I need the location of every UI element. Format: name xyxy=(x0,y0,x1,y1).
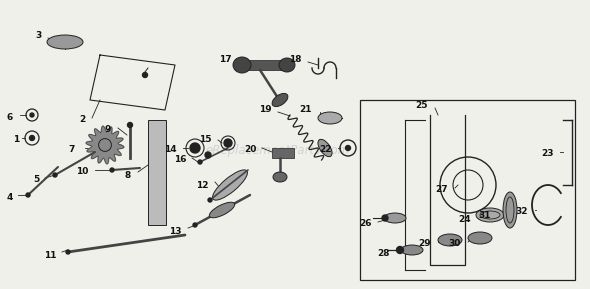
Text: 10: 10 xyxy=(76,168,88,177)
Circle shape xyxy=(382,215,388,221)
Bar xyxy=(272,148,294,158)
Circle shape xyxy=(198,160,202,164)
Circle shape xyxy=(26,193,30,197)
Text: 9: 9 xyxy=(105,125,111,134)
Text: 8: 8 xyxy=(125,171,131,179)
Text: 18: 18 xyxy=(289,55,301,64)
Text: 25: 25 xyxy=(416,101,428,110)
Text: 12: 12 xyxy=(196,181,208,190)
Text: 17: 17 xyxy=(219,55,231,64)
Ellipse shape xyxy=(401,245,423,255)
Ellipse shape xyxy=(47,35,83,49)
Ellipse shape xyxy=(503,192,517,228)
Circle shape xyxy=(53,173,57,177)
Ellipse shape xyxy=(318,139,332,157)
Ellipse shape xyxy=(476,208,504,222)
Text: 6: 6 xyxy=(7,114,13,123)
Ellipse shape xyxy=(468,232,492,244)
Text: 14: 14 xyxy=(163,145,176,155)
Text: 1: 1 xyxy=(13,136,19,144)
Circle shape xyxy=(143,73,148,77)
Polygon shape xyxy=(86,126,124,164)
Text: 20: 20 xyxy=(244,145,256,155)
Text: 21: 21 xyxy=(299,105,312,114)
Ellipse shape xyxy=(438,234,462,246)
Ellipse shape xyxy=(209,202,235,218)
Text: 22: 22 xyxy=(319,145,331,155)
Ellipse shape xyxy=(233,57,251,73)
Text: 2: 2 xyxy=(79,116,85,125)
Circle shape xyxy=(346,145,350,151)
Circle shape xyxy=(110,168,114,172)
Circle shape xyxy=(190,143,200,153)
Text: 30: 30 xyxy=(449,240,461,249)
Text: 13: 13 xyxy=(169,227,181,236)
Text: 27: 27 xyxy=(435,186,448,194)
Bar xyxy=(242,60,287,70)
Ellipse shape xyxy=(384,213,406,223)
Text: 31: 31 xyxy=(478,210,491,220)
Text: 23: 23 xyxy=(542,149,554,158)
Circle shape xyxy=(224,139,232,147)
Circle shape xyxy=(127,123,133,127)
Text: 24: 24 xyxy=(458,216,471,225)
Text: 4: 4 xyxy=(7,194,13,203)
Bar xyxy=(148,120,166,225)
Text: 11: 11 xyxy=(44,251,56,260)
Text: 29: 29 xyxy=(419,240,431,249)
Text: 3: 3 xyxy=(35,32,41,40)
Ellipse shape xyxy=(212,170,247,200)
Text: 26: 26 xyxy=(359,220,371,229)
Circle shape xyxy=(30,113,34,117)
Text: 32: 32 xyxy=(516,208,528,216)
Text: 15: 15 xyxy=(199,136,211,144)
Ellipse shape xyxy=(318,112,342,124)
Text: eReplacementParts.com: eReplacementParts.com xyxy=(205,144,349,157)
Text: 7: 7 xyxy=(69,145,75,155)
Text: 16: 16 xyxy=(173,155,186,164)
Text: 19: 19 xyxy=(258,105,271,114)
Circle shape xyxy=(208,198,212,202)
Ellipse shape xyxy=(272,93,288,107)
Circle shape xyxy=(193,223,197,227)
Circle shape xyxy=(205,152,211,158)
Text: 5: 5 xyxy=(33,175,39,184)
Ellipse shape xyxy=(279,58,295,72)
Bar xyxy=(360,100,575,280)
Text: 28: 28 xyxy=(378,249,390,258)
Circle shape xyxy=(66,250,70,254)
Circle shape xyxy=(30,136,34,140)
Ellipse shape xyxy=(273,172,287,182)
Circle shape xyxy=(396,247,404,253)
